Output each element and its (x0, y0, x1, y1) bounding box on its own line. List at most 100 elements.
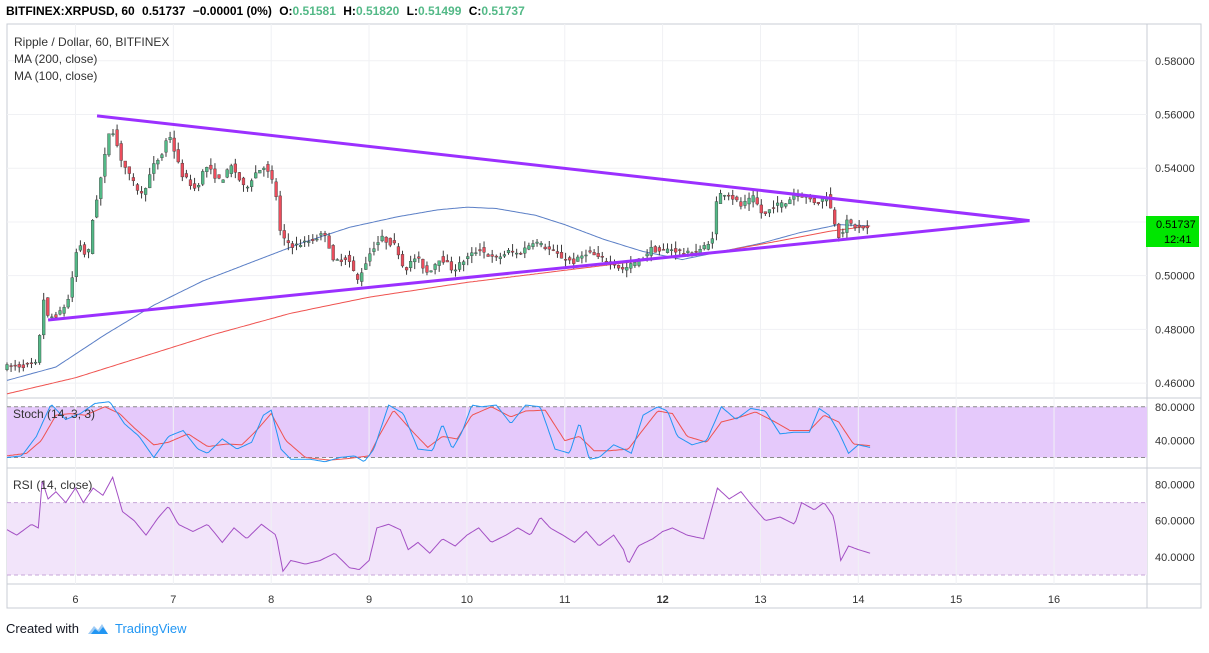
stoch-tick-label: 40.0000 (1155, 436, 1195, 448)
rsi-tick-label: 80.0000 (1155, 479, 1195, 491)
candle-body (555, 251, 560, 254)
candle-body (755, 197, 759, 205)
candle-body (347, 254, 352, 262)
candle-body (225, 169, 229, 178)
candle-body (21, 364, 25, 369)
candle-body (131, 177, 135, 182)
candle-body (425, 265, 429, 273)
header-symbol: BITFINEX:XRPUSD, 60 (6, 4, 135, 18)
candle-body (421, 258, 425, 269)
candle-body (429, 270, 433, 273)
candle-body (331, 245, 335, 261)
candle-body (311, 239, 315, 241)
candle-body (95, 199, 99, 218)
trendline-upper[interactable] (96, 114, 1030, 223)
candle-body (58, 310, 62, 315)
stoch-band (7, 406, 1147, 458)
x-tick-label: 13 (754, 594, 766, 606)
candle-body (678, 249, 682, 251)
candle-body (298, 245, 303, 247)
candle-body (201, 171, 205, 185)
x-tick-label: 10 (461, 594, 473, 606)
candle-body (592, 252, 596, 256)
candle-body (172, 137, 176, 152)
candle-body (217, 174, 221, 179)
candle-body (539, 242, 543, 246)
candle-body (54, 314, 58, 318)
trendline-lower[interactable] (47, 219, 1030, 322)
candle-body (816, 201, 820, 204)
candle-body (466, 256, 470, 259)
candle-body (453, 269, 458, 272)
candle-body (751, 195, 755, 203)
candle-body (282, 230, 286, 239)
candle-body (286, 240, 290, 244)
candle-body (727, 194, 731, 197)
x-tick-label: 6 (72, 594, 78, 606)
candle-body (392, 240, 396, 244)
candle-body (849, 219, 853, 224)
candle-body (160, 154, 164, 158)
tradingview-link[interactable]: TradingView (87, 621, 187, 636)
candle-body (111, 133, 115, 136)
candle-body (747, 197, 751, 205)
candle-body (262, 167, 266, 170)
candle-body (380, 235, 384, 242)
candle-body (360, 272, 364, 282)
candle-body (180, 162, 184, 178)
header-o-value: 0.51581 (293, 4, 337, 18)
header-h-label: H: (343, 4, 356, 18)
candle-body (144, 188, 148, 195)
candle-body (250, 180, 254, 187)
candle-body (502, 254, 507, 257)
candle-body (457, 262, 462, 270)
header-h-value: 0.51820 (356, 4, 400, 18)
candle-body (152, 163, 156, 174)
rsi-line (6, 475, 871, 573)
x-tick-label: 12 (656, 594, 668, 606)
candle-body (303, 240, 307, 243)
candle-body (588, 250, 592, 253)
price-tick-label: 0.54000 (1155, 163, 1195, 175)
candle-body (686, 250, 690, 253)
candle-body (99, 177, 103, 199)
x-tick-label: 11 (559, 594, 570, 606)
candle-body (718, 193, 723, 204)
candle-body (437, 260, 441, 266)
candle-body (205, 167, 209, 172)
candle-body (474, 252, 478, 254)
header-change: −0.00001 (0%) (193, 4, 272, 18)
candle-body (515, 252, 519, 255)
header-c-label: C: (469, 4, 482, 18)
candle-body (478, 249, 482, 252)
candle-body (209, 164, 213, 170)
candle-body (351, 260, 356, 271)
candle-body (176, 149, 180, 163)
candle-body (763, 211, 767, 214)
candle-body (759, 204, 763, 214)
candle-body (139, 191, 144, 194)
candle-body (559, 252, 564, 259)
candle-body (156, 160, 160, 165)
candle-body (657, 247, 661, 252)
candle-body (70, 277, 74, 298)
candle-body (649, 246, 653, 256)
candle-body (66, 299, 70, 308)
candle-body (33, 361, 38, 364)
candle-body (384, 236, 388, 243)
candle-body (845, 219, 849, 233)
price-badge-value: 0.51737 (1156, 219, 1196, 231)
candle-body (535, 241, 539, 244)
header-line: BITFINEX:XRPUSD, 60 0.51737 −0.00001 (0%… (6, 4, 525, 18)
candle-body (25, 362, 29, 365)
candle-body (164, 140, 168, 153)
candle-body (135, 184, 140, 191)
candle-body (241, 177, 246, 186)
candle-body (119, 143, 123, 161)
candle-body (307, 241, 311, 243)
candle-body (107, 133, 111, 156)
candle-body (62, 307, 66, 314)
candle-body (82, 244, 87, 255)
